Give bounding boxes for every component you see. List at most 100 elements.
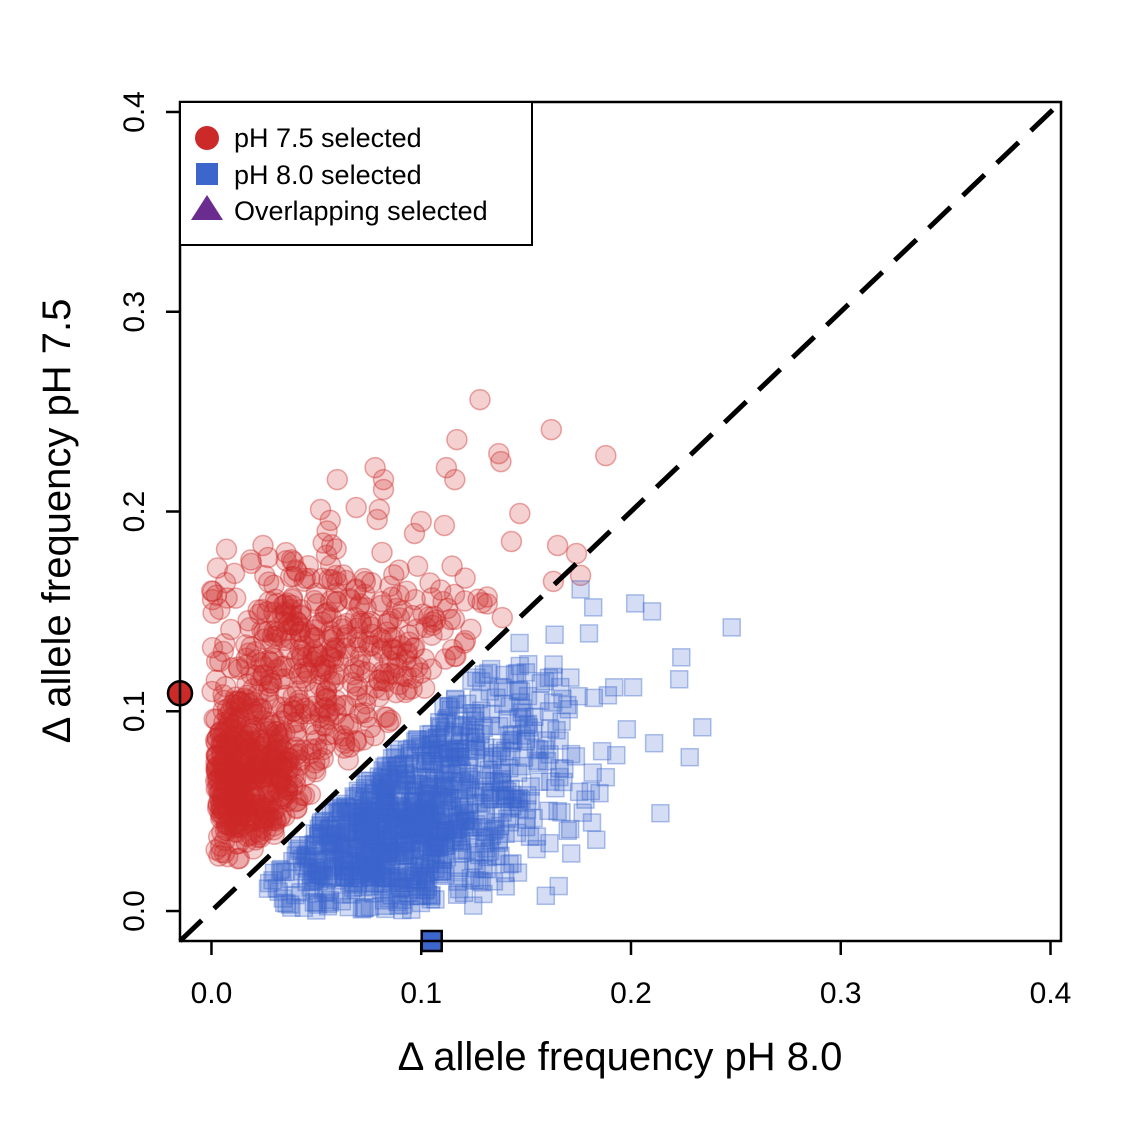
point-red-circle bbox=[265, 741, 287, 763]
point-blue-square bbox=[267, 878, 287, 898]
point-red-circle bbox=[349, 702, 371, 725]
point-blue-square bbox=[505, 664, 525, 684]
point-blue-square bbox=[394, 846, 414, 865]
point-red-circle bbox=[268, 730, 290, 753]
point-blue-square bbox=[371, 861, 390, 880]
point-blue-square bbox=[449, 879, 469, 899]
point-red-circle bbox=[402, 667, 425, 689]
point-red-circle bbox=[279, 566, 302, 588]
point-red-circle bbox=[221, 724, 244, 747]
point-blue-square bbox=[465, 723, 484, 743]
point-blue-square bbox=[539, 702, 559, 721]
point-red-circle bbox=[295, 764, 317, 786]
point-red-circle bbox=[260, 671, 282, 694]
point-red-circle bbox=[388, 559, 410, 581]
point-blue-square bbox=[440, 788, 459, 808]
point-red-circle bbox=[315, 687, 338, 710]
point-blue-square bbox=[361, 821, 380, 841]
point-red-circle bbox=[370, 661, 393, 683]
point-blue-square bbox=[448, 819, 467, 838]
point-blue-square bbox=[576, 790, 595, 809]
point-blue-square bbox=[362, 807, 381, 826]
point-red-circle bbox=[258, 675, 280, 697]
point-blue-square bbox=[471, 817, 491, 837]
point-blue-square bbox=[273, 862, 292, 882]
point-red-circle bbox=[339, 587, 361, 610]
point-red-circle bbox=[209, 794, 232, 817]
point-blue-square bbox=[423, 837, 442, 857]
point-blue-square bbox=[512, 790, 531, 809]
point-red-circle bbox=[239, 811, 262, 833]
point-red-circle bbox=[259, 760, 281, 782]
point-red-circle bbox=[271, 604, 294, 627]
point-blue-square bbox=[373, 877, 392, 896]
point-blue-square bbox=[336, 861, 355, 880]
point-blue-square bbox=[408, 826, 428, 845]
point-blue-square bbox=[368, 822, 388, 841]
point-red-circle bbox=[299, 567, 321, 590]
point-red-circle bbox=[345, 579, 367, 601]
point-blue-square bbox=[434, 833, 454, 852]
point-blue-square bbox=[466, 732, 485, 752]
point-red-circle bbox=[353, 701, 376, 724]
point-red-circle bbox=[245, 704, 268, 726]
point-blue-square bbox=[409, 869, 428, 889]
point-blue-square bbox=[422, 843, 441, 862]
point-red-circle bbox=[331, 614, 353, 637]
point-red-circle bbox=[276, 592, 298, 614]
point-blue-square bbox=[398, 883, 417, 903]
point-red-circle bbox=[280, 757, 302, 779]
point-blue-square bbox=[487, 688, 506, 707]
point-blue-square bbox=[331, 794, 351, 814]
point-blue-square bbox=[419, 821, 439, 841]
point-blue-square bbox=[308, 864, 327, 884]
point-red-circle bbox=[331, 618, 354, 640]
point-red-circle bbox=[476, 593, 498, 615]
point-red-circle bbox=[381, 607, 403, 630]
point-blue-square bbox=[363, 844, 383, 863]
point-red-circle bbox=[303, 640, 325, 662]
point-blue-square bbox=[506, 789, 525, 809]
point-red-circle bbox=[314, 603, 336, 626]
point-red-circle bbox=[260, 807, 283, 829]
point-red-circle bbox=[439, 608, 462, 631]
point-blue-square bbox=[361, 811, 381, 831]
point-red-circle bbox=[213, 793, 236, 815]
point-red-circle bbox=[343, 657, 366, 680]
point-red-circle bbox=[349, 610, 372, 632]
point-blue-square bbox=[400, 806, 419, 826]
point-blue-square bbox=[405, 820, 425, 839]
point-red-circle bbox=[240, 663, 263, 686]
point-red-circle bbox=[238, 737, 261, 759]
point-red-circle bbox=[275, 703, 298, 726]
point-red-circle bbox=[282, 614, 305, 636]
point-red-circle bbox=[289, 749, 312, 772]
point-blue-square bbox=[459, 767, 479, 787]
point-red-circle bbox=[255, 717, 278, 740]
point-red-circle bbox=[238, 762, 260, 785]
point-red-circle bbox=[226, 691, 249, 713]
point-blue-square bbox=[404, 792, 423, 812]
point-blue-square bbox=[546, 778, 565, 798]
point-blue-square bbox=[433, 775, 453, 794]
point-red-circle bbox=[238, 725, 260, 747]
point-blue-square bbox=[416, 751, 435, 771]
point-blue-square bbox=[493, 803, 512, 822]
point-blue-square bbox=[508, 863, 528, 882]
point-blue-square bbox=[376, 788, 395, 807]
point-blue-square bbox=[401, 826, 420, 845]
point-red-circle bbox=[284, 766, 307, 789]
point-blue-square bbox=[375, 850, 394, 869]
point-red-circle bbox=[237, 768, 260, 791]
point-blue-square bbox=[457, 780, 476, 799]
point-red-circle bbox=[490, 450, 512, 473]
point-blue-square bbox=[311, 813, 331, 832]
point-red-circle bbox=[223, 773, 246, 795]
point-red-circle bbox=[229, 697, 251, 720]
point-red-circle bbox=[209, 787, 231, 810]
point-red-circle bbox=[206, 762, 228, 784]
point-blue-square bbox=[377, 756, 396, 775]
point-blue-square bbox=[400, 746, 420, 766]
point-red-circle bbox=[270, 738, 293, 760]
point-blue-square bbox=[498, 782, 517, 801]
